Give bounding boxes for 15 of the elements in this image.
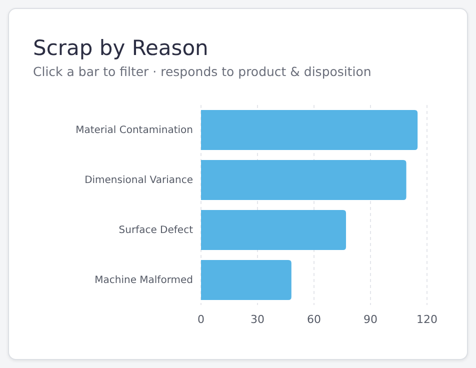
bar	[201, 210, 346, 250]
x-tick-label: 120	[416, 312, 438, 326]
bar	[201, 160, 406, 200]
x-tick-label: 30	[250, 312, 264, 326]
y-tick-label: Machine Malformed	[94, 275, 193, 286]
x-tick-label: 60	[307, 312, 321, 326]
y-tick-label: Surface Defect	[118, 225, 194, 236]
y-tick-label: Dimensional Variance	[84, 175, 193, 186]
x-tick-label: 0	[198, 312, 204, 326]
y-tick-label: Material Contamination	[76, 125, 193, 136]
chart-subtitle: Click a bar to filter · responds to product & disposition	[33, 64, 372, 79]
bar	[201, 260, 292, 300]
bar	[201, 110, 418, 150]
chart-title: Scrap by Reason	[33, 36, 208, 60]
x-tick-label: 90	[364, 312, 378, 326]
